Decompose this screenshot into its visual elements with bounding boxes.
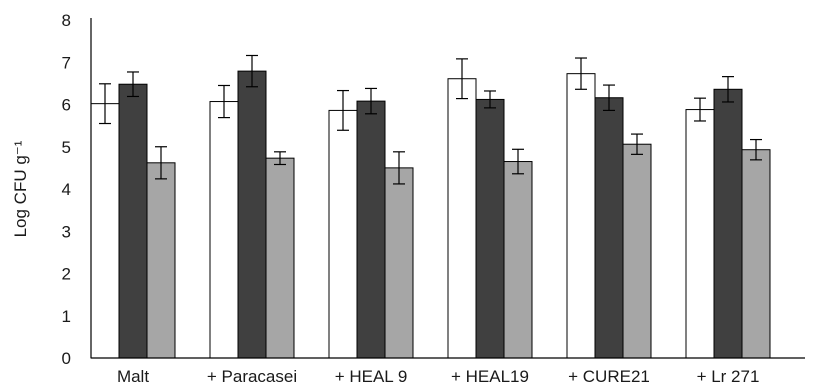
bar: [503, 161, 533, 359]
y-tick-label: 1: [62, 307, 71, 326]
y-tick-label: 3: [62, 222, 71, 241]
error-bar: [274, 151, 286, 166]
y-tick-label: 2: [62, 265, 71, 284]
bar: [713, 88, 743, 359]
bar: [741, 149, 771, 359]
x-tick-label: Malt: [117, 367, 149, 386]
error-bar: [603, 84, 615, 112]
error-bar: [218, 84, 230, 119]
error-bar: [155, 146, 167, 180]
error-bar: [337, 89, 349, 131]
y-tick-label: 8: [62, 11, 71, 30]
x-tick-label: + Paracasei: [207, 367, 297, 386]
y-tick-label: 0: [62, 349, 71, 368]
x-tick-label: + CURE21: [568, 367, 650, 386]
error-bar: [694, 97, 706, 122]
bars: [90, 70, 771, 359]
error-bars: [99, 54, 762, 185]
bar: [90, 103, 120, 359]
bar: [328, 109, 358, 359]
error-bar: [575, 57, 587, 90]
error-bar: [127, 71, 139, 98]
y-tick-label: 6: [62, 96, 71, 115]
error-bar: [393, 151, 405, 185]
bar: [384, 167, 414, 359]
x-tick-label: + HEAL 9: [335, 367, 408, 386]
error-bar: [750, 138, 762, 161]
y-tick-label: 5: [62, 138, 71, 157]
bar: [685, 109, 715, 359]
x-tick-label: + Lr 271: [697, 367, 760, 386]
bar: [475, 98, 505, 359]
x-tick-labels: Malt + Paracasei + HEAL 9 + HEAL19 + CURE21 +…: [117, 367, 759, 386]
error-bar: [512, 148, 524, 175]
error-bar: [246, 54, 258, 88]
bar: [209, 101, 239, 359]
y-tick-label: 7: [62, 53, 71, 72]
bar: [566, 73, 596, 359]
bar: [622, 143, 652, 359]
bar: [146, 162, 176, 359]
bar: [447, 78, 477, 359]
error-bar: [365, 87, 377, 115]
bar: [356, 100, 386, 359]
error-bar: [631, 133, 643, 155]
bar: [118, 83, 148, 359]
y-tick-labels: 0 1 2 3 4 5 6 7 8: [62, 11, 71, 368]
error-bar: [722, 76, 734, 103]
bar: [237, 70, 267, 359]
error-bar: [456, 58, 468, 100]
y-tick-label: 4: [62, 180, 71, 199]
bar: [594, 97, 624, 359]
error-bar: [99, 83, 111, 125]
x-tick-label: + HEAL19: [451, 367, 529, 386]
y-axis-title: Log CFU g⁻¹: [11, 140, 30, 237]
error-bar: [484, 90, 496, 109]
bar: [265, 157, 295, 359]
